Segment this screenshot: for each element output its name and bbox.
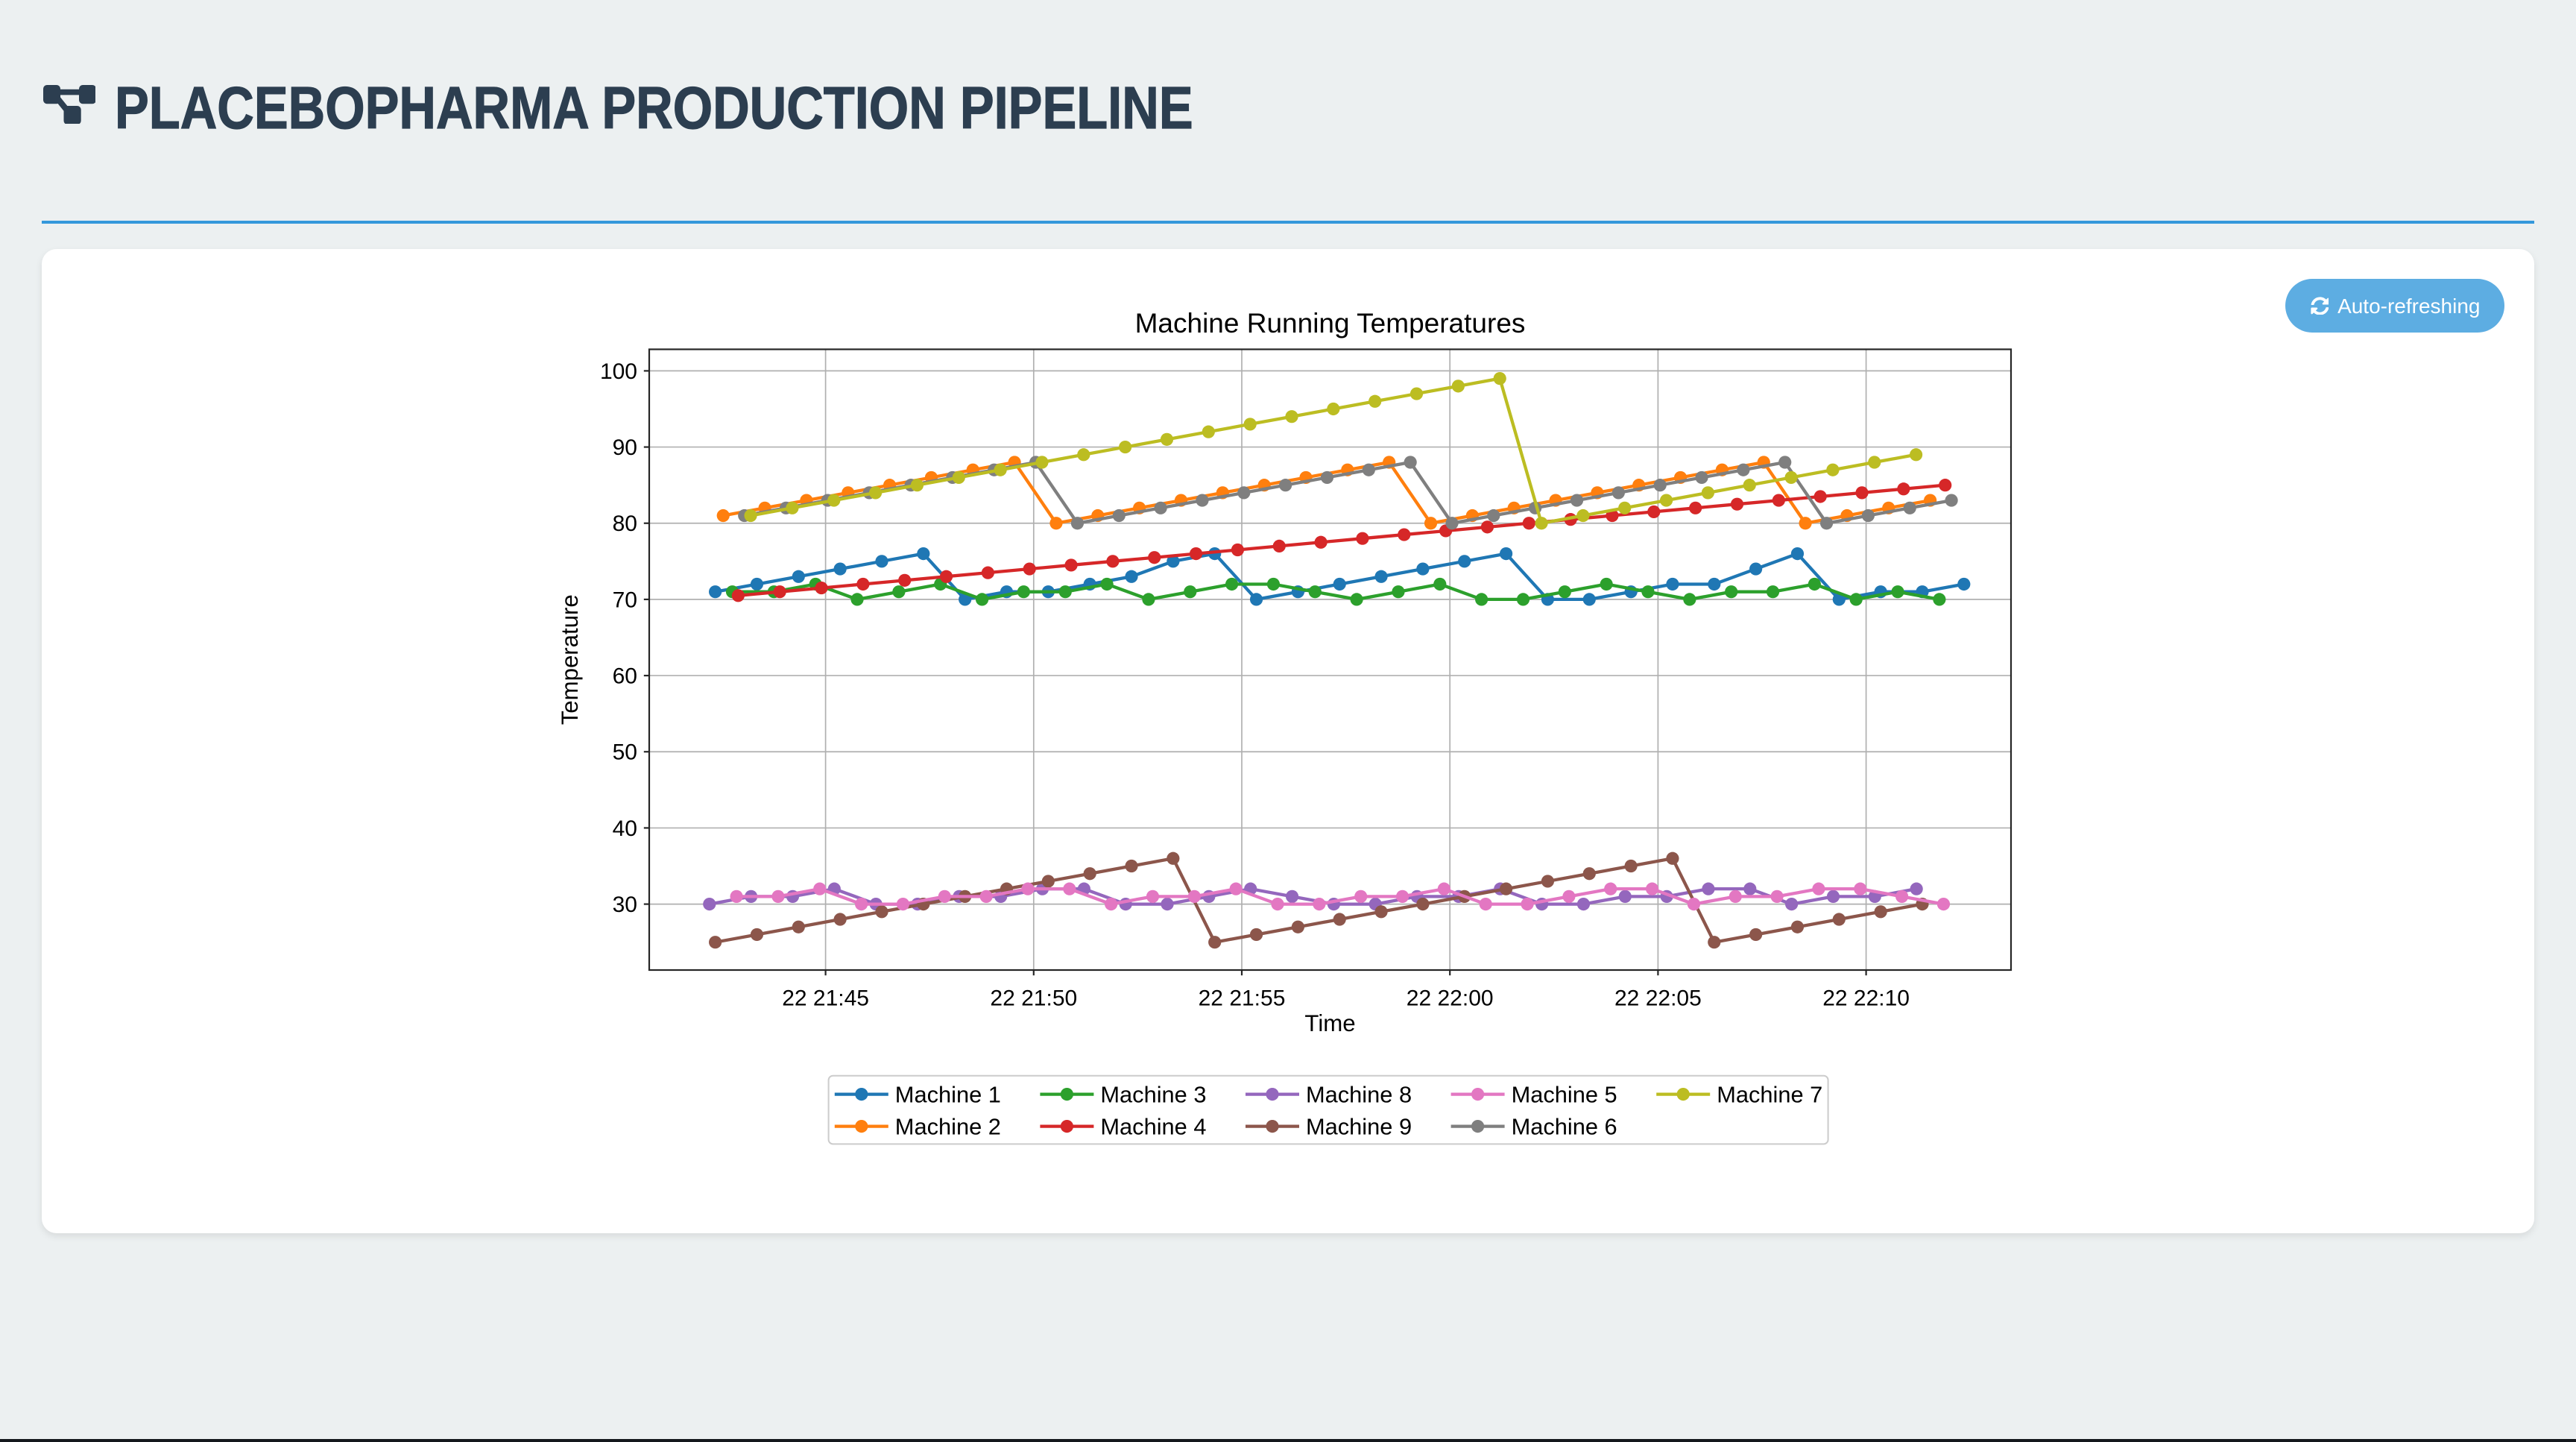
svg-text:50: 50	[613, 740, 637, 765]
svg-text:Machine 7: Machine 7	[1717, 1081, 1822, 1107]
svg-text:Machine 2: Machine 2	[895, 1113, 1001, 1139]
svg-text:Temperature: Temperature	[557, 594, 583, 725]
svg-text:Machine 8: Machine 8	[1306, 1081, 1412, 1107]
svg-text:Machine 1: Machine 1	[895, 1081, 1001, 1107]
svg-text:Machine 6: Machine 6	[1512, 1113, 1617, 1139]
svg-text:Machine 5: Machine 5	[1512, 1081, 1617, 1107]
svg-text:22 21:50: 22 21:50	[990, 986, 1077, 1011]
svg-text:90: 90	[613, 435, 637, 460]
svg-text:100: 100	[600, 359, 637, 384]
svg-text:40: 40	[613, 816, 637, 841]
svg-text:Machine Running Temperatures: Machine Running Temperatures	[1135, 308, 1526, 339]
svg-text:30: 30	[613, 892, 637, 917]
svg-text:22 22:10: 22 22:10	[1822, 986, 1910, 1011]
svg-text:22 21:45: 22 21:45	[782, 986, 869, 1011]
svg-text:Machine 9: Machine 9	[1306, 1113, 1412, 1139]
svg-text:22 22:00: 22 22:00	[1407, 986, 1494, 1011]
svg-text:Time: Time	[1304, 1010, 1355, 1036]
svg-text:22 22:05: 22 22:05	[1614, 986, 1702, 1011]
svg-text:70: 70	[613, 588, 637, 612]
svg-text:Machine 3: Machine 3	[1100, 1081, 1206, 1107]
svg-text:22 21:55: 22 21:55	[1199, 986, 1286, 1011]
svg-text:60: 60	[613, 664, 637, 688]
svg-text:Machine 4: Machine 4	[1100, 1113, 1206, 1139]
svg-text:80: 80	[613, 511, 637, 536]
